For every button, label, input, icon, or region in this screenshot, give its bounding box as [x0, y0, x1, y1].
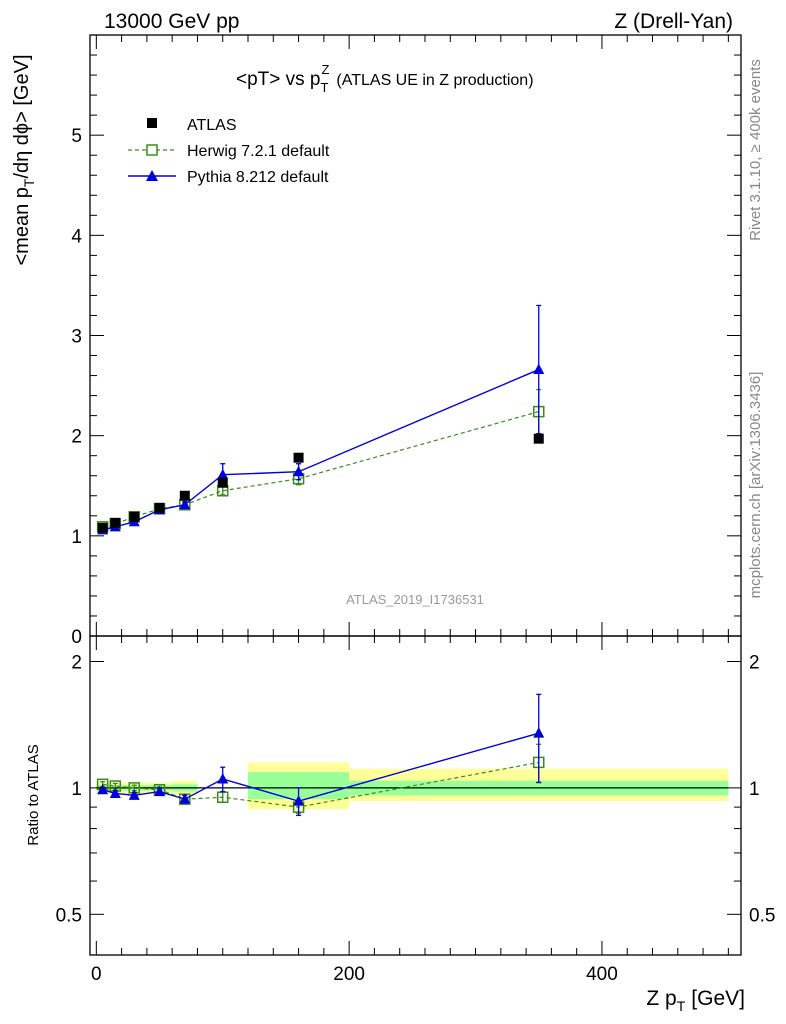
atlas-point — [97, 522, 108, 533]
ratio-y-axis-label: Ratio to ATLAS — [25, 744, 42, 845]
x-label-text: Z p — [646, 987, 676, 1010]
ratio-pythia-point — [533, 727, 545, 738]
atlas-point — [129, 511, 140, 522]
watermark: ATLAS_2019_I1736531 — [346, 592, 484, 607]
ratio-y-tick-labels: 0.5 0.5 1 1 2 2 — [56, 652, 776, 926]
main-y-tick-label: 3 — [71, 327, 82, 348]
pythia-point — [217, 468, 229, 480]
herwig-line — [102, 411, 539, 528]
pythia-point — [293, 465, 305, 477]
x-tick-labels: 0 200 400 — [91, 964, 618, 985]
ratio-data-layer — [96, 693, 545, 817]
ratio-axis-ticks — [90, 636, 741, 956]
ratio-y-tick-label: 1 — [71, 779, 82, 800]
header-right: Z (Drell-Yan) — [614, 10, 733, 33]
main-y-label-rest: /dη dϕ> [GeV] — [11, 54, 33, 178]
ratio-pythia-point — [293, 795, 305, 806]
ratio-pythia-point — [128, 789, 140, 800]
legend-pythia-label: Pythia 8.212 default — [187, 169, 329, 186]
pythia-line — [102, 368, 540, 531]
ratio-y-tick-label-right: 2 — [749, 652, 760, 673]
side-text-rivet: Rivet 3.1.10, ≥ 400k events — [747, 59, 764, 241]
ratio-y-tick-label-right: 0.5 — [749, 905, 775, 926]
main-y-axis-label: <mean pT/dη dϕ> [GeV] — [11, 54, 37, 265]
pythia-point — [533, 363, 545, 375]
x-label-rest: [GeV] — [691, 987, 745, 1010]
main-title-rest: (ATLAS UE in Z production) — [336, 72, 533, 89]
atlas-point — [293, 452, 304, 463]
ratio-y-tick-label-right: 1 — [749, 779, 760, 800]
ratio-y-tick-label: 0.5 — [56, 905, 82, 926]
legend-pythia-marker — [146, 170, 158, 181]
ratio-herwig-line — [102, 761, 539, 808]
x-tick-label: 0 — [91, 964, 102, 985]
atlas-point — [533, 433, 544, 444]
x-tick-label: 200 — [333, 964, 365, 985]
main-y-tick-label: 0 — [71, 627, 82, 648]
x-tick-label: 400 — [586, 964, 618, 985]
main-y-label-text: <mean p — [11, 187, 33, 265]
main-y-tick-labels: 0 1 2 3 4 5 — [71, 126, 82, 648]
main-y-tick-label: 5 — [71, 126, 82, 147]
legend-herwig-marker — [146, 144, 158, 156]
ratio-pythia-point — [179, 793, 191, 804]
atlas-point — [110, 517, 121, 528]
ratio-frame — [89, 635, 742, 956]
ratio-panel: 0.5 0.5 1 1 2 2 0 200 400 — [56, 635, 776, 985]
main-y-label-sub: T — [21, 178, 37, 187]
pythia-point — [179, 498, 191, 510]
ratio-pythia-point — [154, 785, 166, 797]
ratio-pythia-point — [217, 772, 229, 784]
atlas-point — [179, 490, 190, 501]
main-y-tick-label: 1 — [71, 527, 82, 548]
main-axis-ticks — [90, 35, 741, 637]
atlas-point — [154, 502, 165, 513]
main-data-layer — [96, 304, 545, 535]
atlas-point — [217, 477, 228, 488]
main-title-sup: Z — [321, 62, 329, 77]
ratio-herwig-point — [216, 791, 229, 804]
ratio-y-tick-label: 2 — [71, 652, 82, 673]
legend-atlas-marker — [147, 118, 157, 128]
main-panel: 0 1 2 3 4 5 <pT> vs pTZ (ATLAS UE in Z product… — [71, 34, 742, 648]
x-label-sub: T — [677, 998, 686, 1014]
side-text-mcplots: mcplots.cern.ch [arXiv:1306.3436] — [747, 372, 764, 599]
header-left: 13000 GeV pp — [104, 10, 239, 33]
legend-atlas-label: ATLAS — [187, 117, 237, 134]
main-y-tick-label: 4 — [71, 226, 82, 247]
legend-herwig-label: Herwig 7.2.1 default — [187, 143, 330, 160]
x-axis-label: Z pT [GeV] — [646, 987, 745, 1014]
ratio-pythia-point — [109, 787, 121, 798]
legend: ATLAS Herwig 7.2.1 default Pythia 8.212 … — [128, 117, 330, 186]
main-y-tick-label: 2 — [71, 427, 82, 448]
main-title-text: <pT> vs p — [236, 69, 321, 90]
main-title-sub: T — [321, 80, 329, 95]
ratio-pythia-point — [97, 783, 109, 795]
main-title: <pT> vs pTZ (ATLAS UE in Z production) — [236, 62, 534, 95]
